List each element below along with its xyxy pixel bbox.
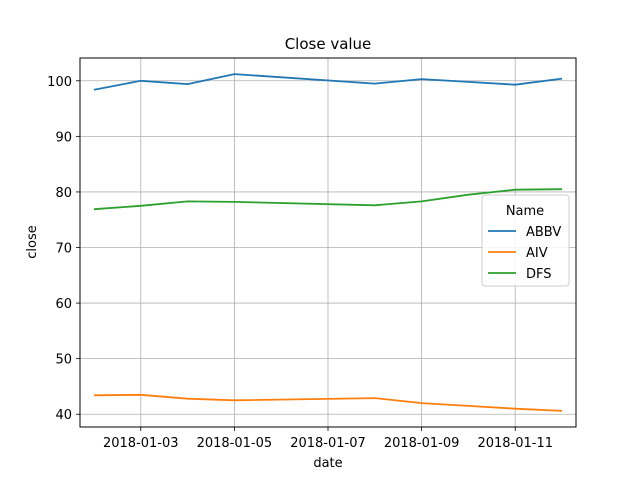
y-tick-label: 60 xyxy=(55,297,72,312)
y-tick-label: 80 xyxy=(55,186,72,201)
legend-label: ABBV xyxy=(526,225,561,240)
legend-item-dfs: DFS xyxy=(488,267,552,282)
y-tick-label: 40 xyxy=(55,408,72,423)
legend-box xyxy=(481,194,570,287)
x-tick-label: 2018-01-11 xyxy=(477,436,553,451)
legend-item-abbv: ABBV xyxy=(488,225,561,240)
x-axis: 2018-01-03 2018-01-05 2018-01-07 2018-01-09… xyxy=(103,427,553,451)
chart-title: Close value xyxy=(285,35,372,53)
series-lines xyxy=(93,73,563,412)
legend-title: Name xyxy=(506,204,544,219)
x-tick-label: 2018-01-05 xyxy=(197,436,273,451)
series-line-abbv xyxy=(93,73,563,91)
x-tick-label: 2018-01-07 xyxy=(290,436,366,451)
legend-item-aiv: AIV xyxy=(488,246,548,261)
y-tick-label: 100 xyxy=(47,75,72,90)
series-line-aiv xyxy=(93,393,563,412)
legend-label: DFS xyxy=(526,267,552,282)
y-tick-label: 70 xyxy=(55,242,72,257)
x-axis-label: date xyxy=(313,456,342,471)
x-tick-label: 2018-01-09 xyxy=(384,436,460,451)
y-axis: 40 50 60 70 80 90 100 xyxy=(47,75,80,423)
y-tick-label: 90 xyxy=(55,130,72,145)
x-tick-label: 2018-01-03 xyxy=(103,436,179,451)
series-line-dfs xyxy=(93,188,563,211)
y-axis-label: close xyxy=(25,225,40,258)
y-tick-label: 50 xyxy=(55,353,72,368)
legend: Name ABBV AIV DFS xyxy=(481,194,570,287)
legend-label: AIV xyxy=(526,246,548,261)
